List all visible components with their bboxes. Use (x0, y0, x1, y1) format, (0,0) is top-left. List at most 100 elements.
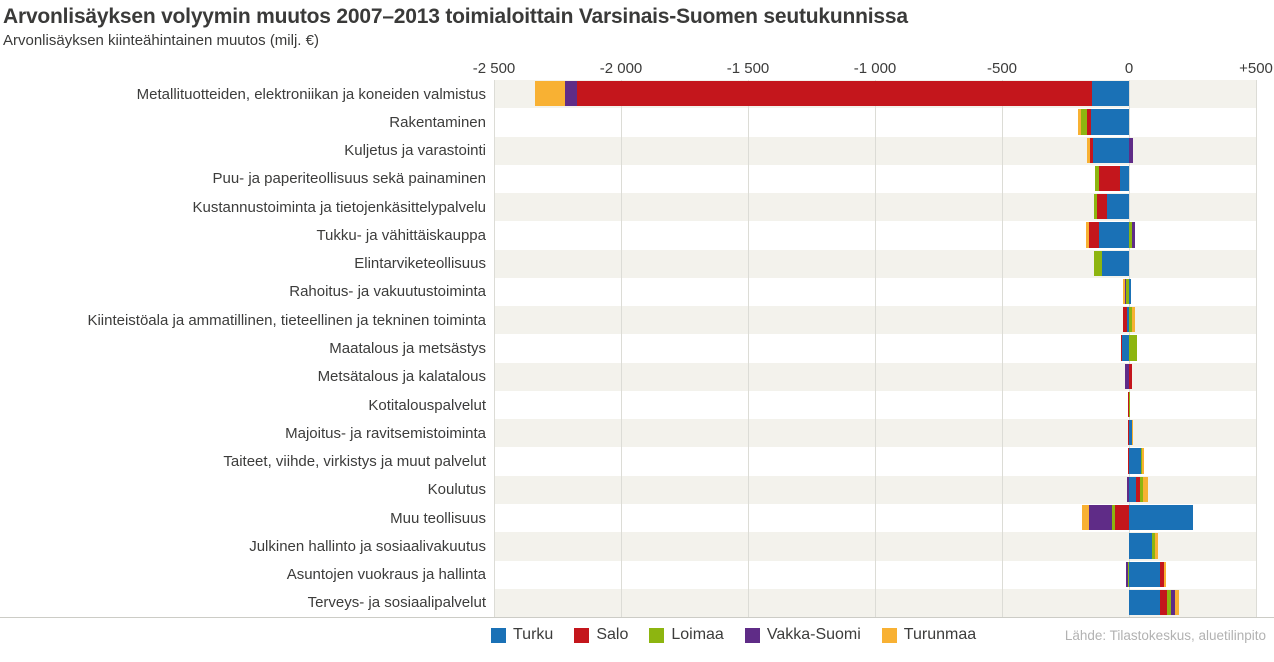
chart-row: Taiteet, viihde, virkistys ja muut palve… (0, 447, 1274, 476)
bar-segment-vakka-suomi[interactable] (1124, 278, 1126, 305)
legend-item-turku[interactable]: Turku (491, 626, 553, 644)
bar-track (494, 277, 1257, 307)
bar-segment-turku[interactable] (1129, 420, 1132, 446)
source-note: Lähde: Tilastokeskus, aluetilinpito (1064, 627, 1266, 643)
bar-segment-turku[interactable] (1120, 165, 1129, 192)
bar-segment-loimaa[interactable] (1127, 561, 1129, 587)
bar-segment-turku[interactable] (1099, 222, 1129, 248)
bar-segment-turunmaa[interactable] (1175, 589, 1180, 616)
bar-segment-turku[interactable] (1126, 307, 1129, 333)
bar-segment-salo[interactable] (1096, 194, 1107, 220)
bar-segment-turunmaa[interactable] (1132, 307, 1136, 333)
bar-segment-salo[interactable] (1122, 307, 1127, 333)
bar-segment-vakka-suomi[interactable] (1124, 363, 1129, 389)
bar-segment-loimaa[interactable] (1152, 533, 1156, 559)
bar-segment-turunmaa[interactable] (1081, 504, 1089, 531)
bar-segment-turunmaa[interactable] (1086, 222, 1090, 248)
bar-track (494, 80, 1257, 109)
bar-segment-vakka-suomi[interactable] (564, 81, 577, 107)
category-label: Rahoitus- ja vakuutustoiminta (289, 283, 486, 301)
bar-segment-turku[interactable] (1093, 137, 1129, 163)
legend-item-salo[interactable]: Salo (574, 626, 628, 644)
legend-label: Turunmaa (903, 626, 977, 643)
bar-segment-salo[interactable] (576, 81, 1093, 107)
category-label: Taiteet, viihde, virkistys ja muut palve… (223, 453, 486, 471)
bar-segment-turku[interactable] (1121, 335, 1129, 361)
category-label: Puu- ja paperiteollisuus sekä painaminen (212, 170, 486, 188)
bar-segment-vakka-suomi[interactable] (1129, 137, 1134, 163)
chart-row: Julkinen hallinto ja sosiaalivakuutus (0, 532, 1274, 561)
legend-item-turunmaa[interactable]: Turunmaa (881, 626, 977, 644)
bar-track (494, 164, 1257, 194)
page-title: Arvonlisäyksen volyymin muutos 2007–2013… (3, 5, 908, 28)
bar-track (494, 193, 1257, 222)
bar-track (494, 419, 1257, 448)
chart-row: Asuntojen vuokraus ja hallinta (0, 560, 1274, 589)
bar-segment-salo[interactable] (1159, 561, 1165, 587)
bar-segment-turku[interactable] (1129, 589, 1160, 616)
bar-segment-vakka-suomi[interactable] (1126, 476, 1129, 502)
x-tick-label: -500 (986, 60, 1018, 77)
bar-segment-salo[interactable] (1086, 109, 1091, 135)
legend-swatch-icon (649, 627, 665, 643)
bar-segment-turku[interactable] (1106, 194, 1129, 220)
bar-segment-loimaa[interactable] (1111, 504, 1116, 531)
x-tick-label: -2 000 (599, 60, 643, 77)
bar-segment-turku[interactable] (1102, 250, 1129, 276)
bar-segment-salo[interactable] (1127, 448, 1129, 474)
bar-segment-salo[interactable] (1159, 589, 1168, 616)
legend-label: Vakka-Suomi (766, 626, 861, 643)
bar-segment-salo[interactable] (1089, 222, 1099, 248)
bar-segment-turunmaa[interactable] (1131, 420, 1133, 446)
bar-segment-salo[interactable] (1099, 165, 1121, 192)
bar-segment-loimaa[interactable] (1167, 589, 1172, 616)
bar-segment-vakka-suomi[interactable] (1125, 561, 1128, 587)
bar-segment-turunmaa[interactable] (1077, 109, 1081, 135)
bar-segment-loimaa[interactable] (1094, 250, 1103, 276)
bar-segment-loimaa[interactable] (1140, 476, 1144, 502)
bar-segment-loimaa[interactable] (1125, 278, 1129, 305)
bar-segment-loimaa[interactable] (1094, 165, 1100, 192)
bar-segment-vakka-suomi[interactable] (1088, 504, 1112, 531)
category-label: Metsätalous ja kalatalous (317, 368, 486, 386)
bar-segment-turku[interactable] (1129, 504, 1193, 531)
bar-segment-vakka-suomi[interactable] (1171, 589, 1176, 616)
bar-segment-turku[interactable] (1129, 561, 1160, 587)
bar-segment-loimaa[interactable] (1129, 222, 1133, 248)
bar-segment-salo[interactable] (1129, 363, 1133, 389)
legend-swatch-icon (744, 627, 760, 643)
legend-label: Turku (513, 626, 554, 643)
bar-segment-turku[interactable] (1090, 109, 1129, 135)
legend-item-vakka-suomi[interactable]: Vakka-Suomi (744, 626, 861, 644)
bar-segment-turunmaa[interactable] (1143, 476, 1149, 502)
bar-segment-turku[interactable] (1129, 448, 1141, 474)
bar-track (494, 588, 1257, 618)
bar-segment-salo[interactable] (1127, 420, 1129, 446)
bar-segment-loimaa[interactable] (1080, 109, 1087, 135)
bar-segment-turunmaa[interactable] (1155, 533, 1159, 559)
bar-segment-turunmaa[interactable] (1164, 561, 1167, 587)
bar-segment-salo[interactable] (1136, 476, 1141, 502)
bar-segment-salo[interactable] (1115, 504, 1129, 531)
bar-segment-vakka-suomi[interactable] (1132, 222, 1136, 248)
bar-segment-loimaa[interactable] (1140, 448, 1142, 474)
bar-segment-loimaa[interactable] (1129, 391, 1131, 418)
bar-segment-salo[interactable] (1120, 335, 1122, 361)
bar-segment-turunmaa[interactable] (535, 81, 565, 107)
bar-segment-turku[interactable] (1129, 476, 1137, 502)
bar-segment-salo[interactable] (1127, 391, 1129, 418)
bar-segment-turunmaa[interactable] (1141, 448, 1144, 474)
bar-segment-loimaa[interactable] (1129, 335, 1137, 361)
bar-segment-loimaa[interactable] (1129, 307, 1133, 333)
bar-segment-turku[interactable] (1129, 278, 1132, 305)
bar-segment-turku[interactable] (1129, 533, 1153, 559)
legend-item-loimaa[interactable]: Loimaa (649, 626, 724, 644)
bar-segment-salo[interactable] (1090, 137, 1094, 163)
bar-segment-loimaa[interactable] (1093, 194, 1097, 220)
bar-segment-turunmaa[interactable] (1122, 278, 1125, 305)
bar-segment-turku[interactable] (1092, 81, 1129, 107)
category-label: Koulutus (427, 481, 486, 499)
bar-track (494, 108, 1257, 137)
category-label: Kotitalouspalvelut (368, 396, 486, 414)
bar-segment-turunmaa[interactable] (1087, 137, 1091, 163)
